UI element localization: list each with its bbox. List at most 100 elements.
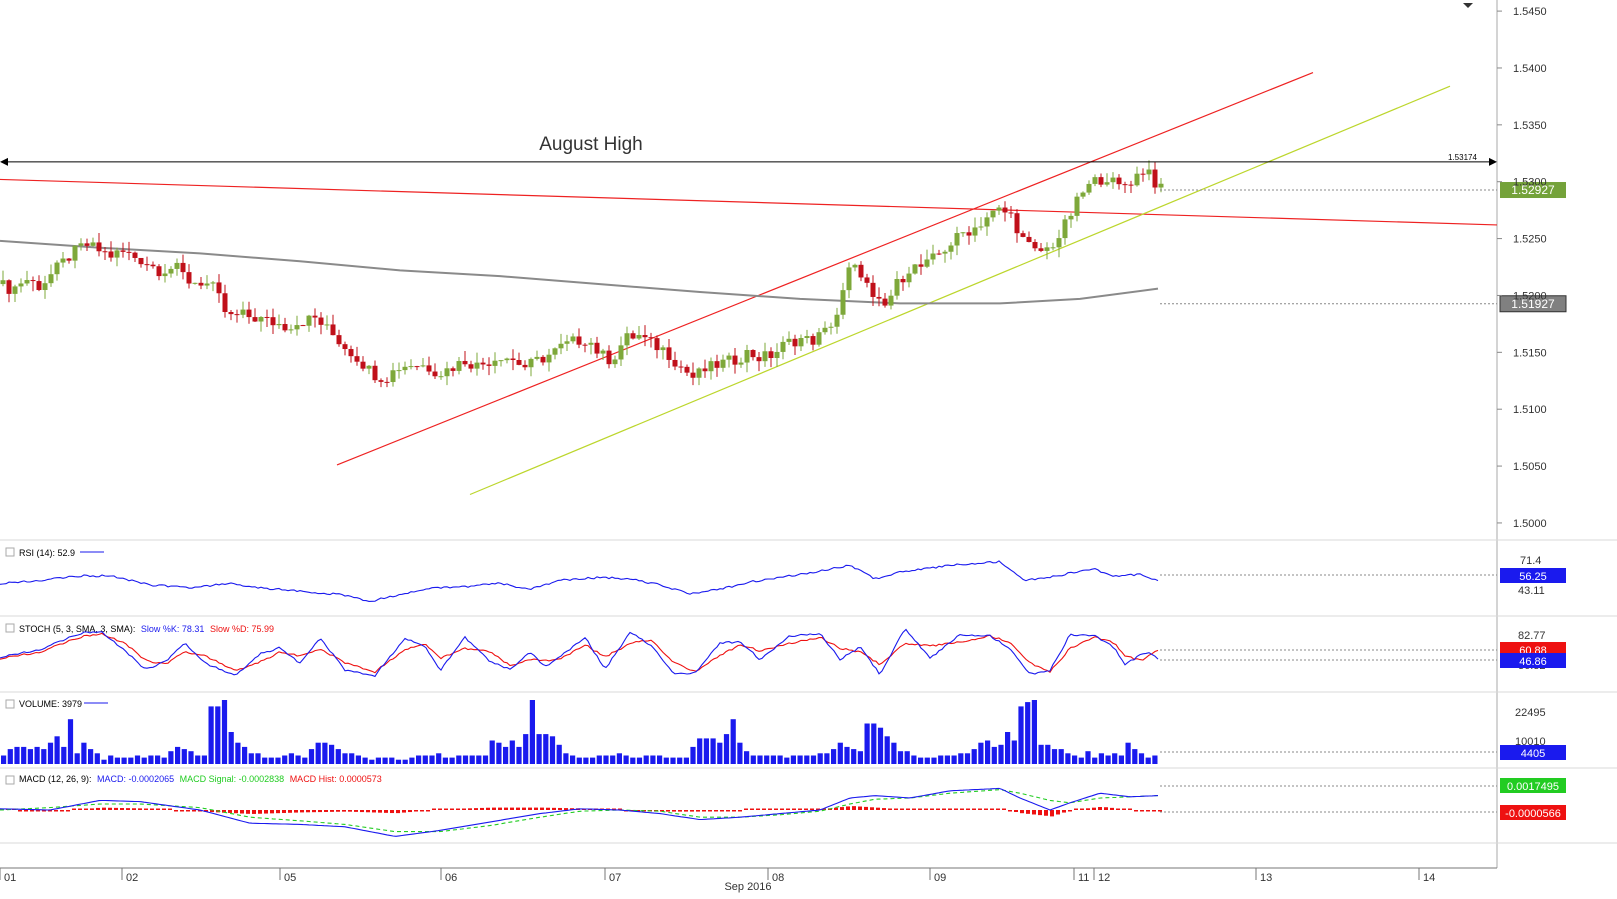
candle-body <box>403 367 408 370</box>
candle-body <box>499 360 504 361</box>
panel-toggle-icon[interactable] <box>6 624 14 632</box>
arrow-right-icon <box>1489 158 1497 166</box>
volume-bar <box>322 743 327 764</box>
volume-bar <box>148 756 153 765</box>
candle <box>1057 230 1062 258</box>
candle <box>367 365 372 374</box>
candle-body <box>43 283 48 290</box>
candle <box>505 358 510 364</box>
candle <box>553 347 558 359</box>
candle <box>343 342 348 356</box>
macd-hist-bar <box>936 809 940 811</box>
candle-body <box>343 344 348 349</box>
candle-body <box>361 362 366 369</box>
candle-body <box>973 227 978 235</box>
price-tick-label: 1.5100 <box>1513 404 1547 416</box>
candle-body <box>349 349 354 356</box>
candle <box>259 316 264 331</box>
volume-bar <box>925 758 930 764</box>
macd-hist-bar <box>846 806 850 810</box>
macd-hist-bar <box>1014 810 1018 812</box>
arrow-left-icon <box>0 158 8 166</box>
candle <box>349 346 354 363</box>
candle-body <box>913 264 918 273</box>
candle <box>925 250 930 268</box>
volume-bar <box>456 756 461 765</box>
volume-bar <box>81 743 86 764</box>
volume-value-badge-text: 4405 <box>1521 748 1545 760</box>
volume-bar <box>416 756 421 765</box>
candle-body <box>1009 212 1014 213</box>
candle-body <box>379 380 384 382</box>
candle <box>757 352 762 371</box>
chevron-down-icon[interactable] <box>1463 3 1473 8</box>
candle <box>739 358 744 368</box>
candle-body <box>1015 213 1020 233</box>
candle-body <box>727 356 732 360</box>
candle-body <box>25 280 30 283</box>
candle <box>1105 173 1110 186</box>
volume-bar <box>262 758 267 764</box>
macd-hist-title: MACD Hist: 0.0000573 <box>290 774 382 784</box>
volume-bar <box>1012 741 1017 765</box>
volume-bar <box>858 751 863 764</box>
candle <box>49 265 54 287</box>
volume-bar <box>871 724 876 765</box>
volume-bar <box>1092 758 1097 764</box>
candle <box>967 226 972 245</box>
candle-body <box>661 347 666 350</box>
candle <box>1 271 6 287</box>
volume-bar <box>316 743 321 764</box>
macd-hist-bar <box>474 808 478 810</box>
volume-bar <box>824 753 829 764</box>
volume-bar <box>403 760 408 764</box>
macd-hist-bar <box>564 808 568 810</box>
volume-bar <box>289 753 294 764</box>
panel-toggle-icon[interactable] <box>6 700 14 708</box>
candle <box>151 262 156 269</box>
macd-hist-bar <box>330 810 334 812</box>
rsi-tick-label: 71.4 <box>1520 555 1541 567</box>
candle <box>205 275 210 289</box>
candle <box>421 358 426 367</box>
candle <box>91 238 96 247</box>
macd-hist-bar <box>804 809 808 811</box>
macd-hist-bar <box>942 809 946 811</box>
volume-bar <box>998 745 1003 764</box>
macd-hist-bar <box>186 810 190 812</box>
candle-body <box>991 211 996 218</box>
candle-body <box>13 286 18 293</box>
macd-hist-bar <box>774 809 778 811</box>
volume-bar <box>918 758 923 764</box>
candle-body <box>241 310 246 315</box>
candle <box>745 345 750 372</box>
panel-toggle-icon[interactable] <box>6 776 14 784</box>
candle-body <box>829 327 834 328</box>
candle-body <box>193 283 198 284</box>
volume-bar <box>356 756 361 765</box>
panel-toggle-icon[interactable] <box>6 548 14 556</box>
volume-bar <box>483 756 488 765</box>
candle <box>319 312 324 334</box>
macd-hist-bar <box>258 810 262 814</box>
volume-bar <box>128 758 133 764</box>
candle <box>817 328 822 347</box>
candle <box>481 358 486 370</box>
candle <box>997 205 1002 215</box>
volume-bar <box>48 743 53 764</box>
august-high-value: 1.53174 <box>1448 153 1477 162</box>
candle-body <box>799 338 804 346</box>
macd-hist-bar <box>522 808 526 810</box>
volume-bar <box>1025 702 1030 764</box>
volume-bar <box>496 743 501 764</box>
candle-body <box>157 266 162 276</box>
volume-bar <box>363 758 368 764</box>
volume-bar <box>1126 743 1131 764</box>
macd-hist-bar <box>390 810 394 813</box>
volume-bar <box>188 751 193 764</box>
volume-bar <box>557 745 562 764</box>
macd-hist-bar <box>750 809 754 811</box>
candle-body <box>817 332 822 345</box>
volume-bar <box>95 753 100 764</box>
macd-hist-bar <box>900 809 904 811</box>
